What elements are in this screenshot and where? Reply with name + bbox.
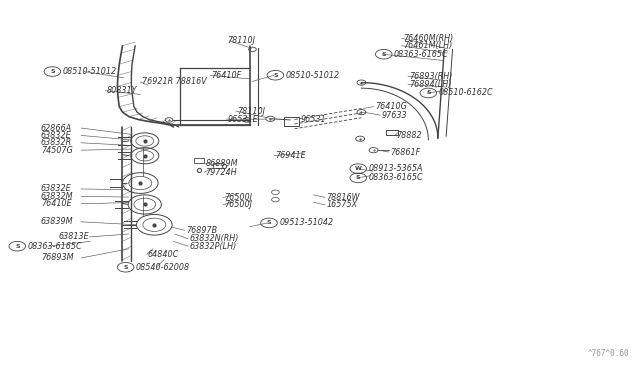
Text: 78110J: 78110J xyxy=(237,106,265,116)
Text: 96531E: 96531E xyxy=(228,115,258,124)
Text: 76410F: 76410F xyxy=(212,71,242,80)
Text: 76500J: 76500J xyxy=(225,201,252,209)
Bar xyxy=(194,158,204,163)
Text: S: S xyxy=(267,221,271,225)
Text: ^767^0.60: ^767^0.60 xyxy=(588,349,629,358)
Text: 09513-51042: 09513-51042 xyxy=(279,218,333,227)
Text: 62866A: 62866A xyxy=(41,124,72,132)
Text: 78816W: 78816W xyxy=(326,193,360,202)
Text: 63832E: 63832E xyxy=(41,185,72,193)
Text: 64840C: 64840C xyxy=(148,250,179,259)
Text: 76460M(RH): 76460M(RH) xyxy=(403,34,453,43)
Bar xyxy=(387,130,397,135)
Text: 63832N(RH): 63832N(RH) xyxy=(189,234,239,243)
Text: 97633: 97633 xyxy=(381,110,407,120)
Text: 76893(RH): 76893(RH) xyxy=(409,72,452,81)
Text: 76921R 78816V: 76921R 78816V xyxy=(141,77,206,86)
Text: 08363-6165C: 08363-6165C xyxy=(394,50,449,59)
Text: S: S xyxy=(356,175,360,180)
Text: 79724H: 79724H xyxy=(205,168,237,177)
Text: S: S xyxy=(381,52,386,57)
Text: 80831Y: 80831Y xyxy=(106,86,137,95)
Text: 76897B: 76897B xyxy=(186,226,218,235)
Text: 96531: 96531 xyxy=(301,115,326,124)
Text: S: S xyxy=(124,265,128,270)
Text: 63832R: 63832R xyxy=(41,138,72,147)
Text: 08363-6165C: 08363-6165C xyxy=(28,242,82,251)
Text: 78110J: 78110J xyxy=(228,36,255,45)
Text: 78882: 78882 xyxy=(396,131,422,140)
Text: 86889M: 86889M xyxy=(205,158,238,168)
Text: 08913-5365A: 08913-5365A xyxy=(369,164,423,173)
Text: 63832P(LH): 63832P(LH) xyxy=(189,242,237,251)
Text: 76893M: 76893M xyxy=(41,253,74,263)
Text: 76941E: 76941E xyxy=(275,151,306,160)
Text: 76410E: 76410E xyxy=(41,199,72,208)
Text: 08363-6165C: 08363-6165C xyxy=(369,173,423,182)
Text: 63832M: 63832M xyxy=(41,192,74,201)
Bar xyxy=(213,163,223,168)
Text: S: S xyxy=(15,244,20,249)
Text: S: S xyxy=(50,69,54,74)
Text: 76500J: 76500J xyxy=(225,193,252,202)
Text: 76894(LH): 76894(LH) xyxy=(409,80,452,89)
Text: 08510-51012: 08510-51012 xyxy=(285,71,340,80)
Text: 16575X: 16575X xyxy=(326,201,358,209)
Text: 76461M(LH): 76461M(LH) xyxy=(403,41,452,50)
Text: 74507G: 74507G xyxy=(41,146,73,155)
Bar xyxy=(284,117,299,126)
Text: 08510-51012: 08510-51012 xyxy=(63,67,116,76)
Text: W: W xyxy=(355,166,362,171)
Text: 08540-62008: 08540-62008 xyxy=(136,263,190,272)
Text: 76410G: 76410G xyxy=(375,102,406,111)
Text: 63832E: 63832E xyxy=(41,131,72,140)
Text: 76861F: 76861F xyxy=(390,148,420,157)
Text: 63813E: 63813E xyxy=(59,232,90,241)
Text: S: S xyxy=(273,73,278,78)
Text: 63839M: 63839M xyxy=(41,217,74,226)
Text: 08510-6162C: 08510-6162C xyxy=(438,89,493,97)
Text: S: S xyxy=(426,90,431,96)
